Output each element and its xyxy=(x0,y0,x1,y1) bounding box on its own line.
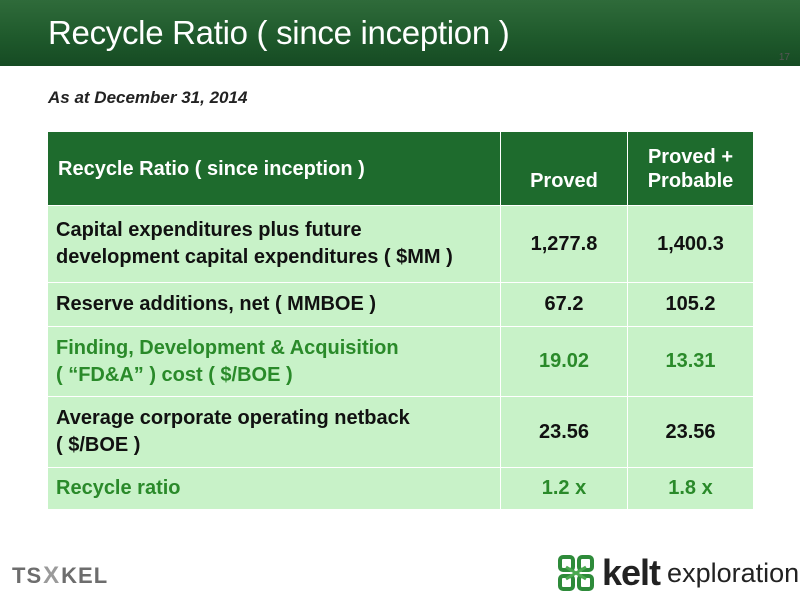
table-row: Recycle ratio 1.2 x 1.8 x xyxy=(47,467,754,510)
row-label: Reserve additions, net ( MMBOE ) xyxy=(47,282,501,327)
table-header-row: Recycle Ratio ( since inception ) Proved… xyxy=(47,131,754,206)
tsx-x-mark-icon: X xyxy=(43,562,61,589)
slide-title: Recycle Ratio ( since inception ) xyxy=(48,14,510,51)
proved-value: 1.2 x xyxy=(500,467,628,510)
proved-value: 23.56 xyxy=(500,396,628,468)
proved-probable-value: 105.2 xyxy=(627,282,754,327)
proved-probable-value: 23.56 xyxy=(627,396,754,468)
proved-probable-value: 1.8 x xyxy=(627,467,754,510)
recycle-ratio-table: Recycle Ratio ( since inception ) Proved… xyxy=(47,131,754,510)
table-row: Finding, Development & Acquisition ( “FD… xyxy=(47,326,754,397)
row-label: Average corporate operating netback ( $/… xyxy=(47,396,501,468)
row-label-line1: Capital expenditures plus future xyxy=(56,219,362,241)
column-header-proved: Proved xyxy=(500,131,628,206)
tsx-logo-right: KEL xyxy=(61,563,109,588)
row-label: Finding, Development & Acquisition ( “FD… xyxy=(47,326,501,397)
proved-value: 67.2 xyxy=(500,282,628,327)
row-label: Capital expenditures plus future develop… xyxy=(47,205,501,283)
brand-name: kelt xyxy=(602,552,661,593)
row-label-line1: Average corporate operating netback xyxy=(56,407,410,429)
tsx-kel-logo: TS X KEL xyxy=(12,562,108,590)
proved-value: 1,277.8 xyxy=(500,205,628,283)
as-at-date: As at December 31, 2014 xyxy=(48,88,248,107)
row-label-line1: Finding, Development & Acquisition xyxy=(56,336,399,359)
proved-probable-value: 1,400.3 xyxy=(627,205,754,283)
tsx-logo-left: TS xyxy=(12,563,43,588)
proved-probable-value: 13.31 xyxy=(627,326,754,397)
row-label-line2: ( $/BOE ) xyxy=(56,434,141,456)
table-row: Average corporate operating netback ( $/… xyxy=(47,396,754,468)
row-label-line2: ( “FD&A” ) cost ( $/BOE ) xyxy=(56,363,293,386)
column-header-proved-probable-line2: Probable xyxy=(647,170,734,192)
proved-value: 19.02 xyxy=(500,326,628,397)
kelt-exploration-logo: kelt exploration xyxy=(556,552,799,594)
slide-header: Recycle Ratio ( since inception ) xyxy=(0,0,800,66)
column-header-metric: Recycle Ratio ( since inception ) xyxy=(47,131,501,206)
celtic-knot-icon xyxy=(558,555,594,591)
row-label-line2: development capital expenditures ( $MM ) xyxy=(56,246,453,268)
page-number: 17 xyxy=(778,52,790,63)
table-row: Reserve additions, net ( MMBOE ) 67.2 10… xyxy=(47,282,754,327)
table-row: Capital expenditures plus future develop… xyxy=(47,205,754,283)
column-header-proved-probable-line1: Proved + xyxy=(647,146,734,168)
column-header-proved-probable: Proved + Probable xyxy=(627,131,754,206)
row-label: Recycle ratio xyxy=(47,467,501,510)
brand-subtitle: exploration xyxy=(667,557,800,588)
